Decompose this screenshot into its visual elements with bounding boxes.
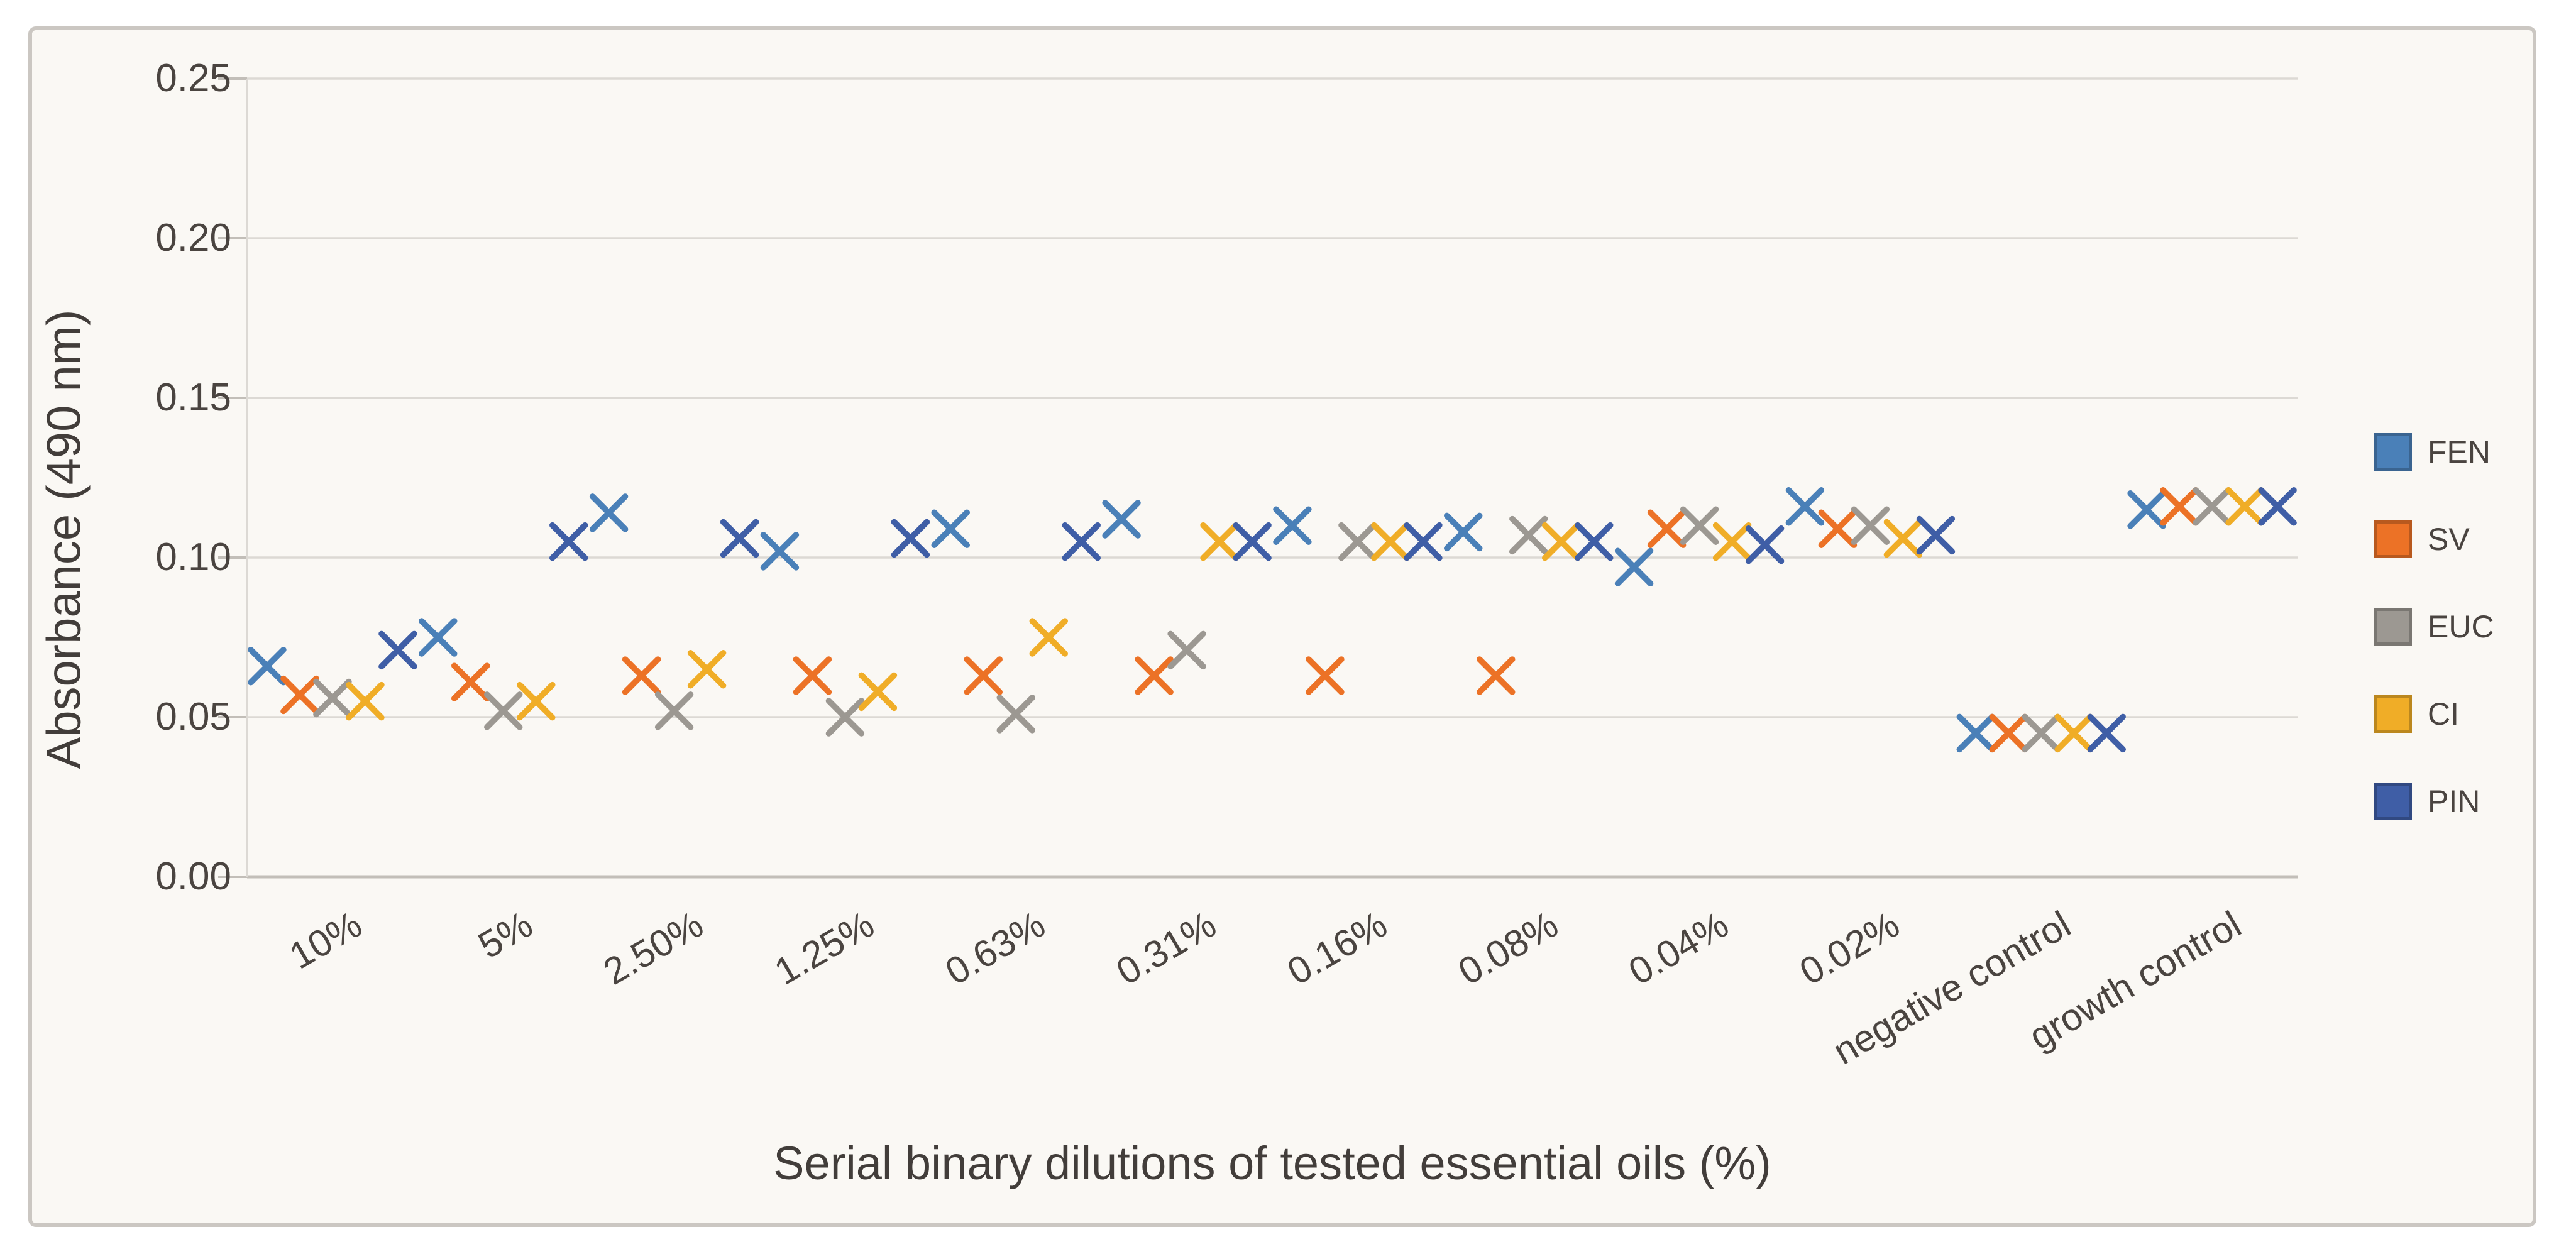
marker-FEN — [931, 509, 970, 549]
y-tick-label: 0.15 — [155, 376, 231, 419]
marker-EUC — [996, 695, 1035, 734]
marker-SV — [1477, 656, 1516, 695]
marker-SV — [2160, 487, 2199, 526]
marker-SV — [1306, 656, 1345, 695]
marker-PIN — [378, 630, 417, 670]
marker-SV — [1135, 656, 1174, 695]
marker-FEN — [1785, 487, 1825, 526]
y-tick-label: 0.10 — [155, 536, 231, 579]
marker-EUC — [1851, 506, 1890, 545]
marker-EUC — [2193, 487, 2232, 526]
marker-SV — [793, 656, 832, 695]
marker-FEN — [2127, 490, 2166, 529]
marker-CI — [858, 672, 898, 712]
marker-EUC — [484, 691, 523, 730]
marker-CI — [1542, 522, 1581, 561]
marker-EUC — [1680, 506, 1719, 545]
marker-EUC — [2022, 713, 2061, 753]
marker-PIN — [2087, 713, 2126, 753]
marker-CI — [1883, 519, 1923, 558]
marker-FEN — [1614, 547, 1654, 586]
marker-SV — [964, 656, 1003, 695]
marker-FEN — [1273, 506, 1312, 545]
x-axis-title: Serial binary dilutions of tested essent… — [773, 1137, 1771, 1189]
marker-EUC — [1167, 630, 1206, 670]
y-axis-title: Absorbance (490 nm) — [37, 309, 91, 769]
legend-swatch-icon — [2374, 433, 2412, 471]
marker-CI — [1029, 618, 1068, 657]
marker-FEN — [1444, 512, 1483, 552]
marker-CI — [687, 650, 727, 689]
marker-FEN — [419, 618, 458, 657]
marker-SV — [1647, 509, 1687, 549]
marker-SV — [622, 656, 661, 695]
marker-EUC — [654, 691, 694, 730]
legend-swatch-icon — [2374, 695, 2412, 733]
marker-CI — [2225, 487, 2264, 526]
marker-SV — [451, 662, 490, 701]
marker-EUC — [825, 698, 865, 737]
marker-EUC — [1509, 515, 1548, 555]
marker-CI — [517, 681, 556, 721]
legend-label: FEN — [2428, 434, 2491, 470]
legend-label: EUC — [2428, 609, 2494, 644]
marker-PIN — [1916, 515, 1956, 555]
marker-FEN — [1956, 713, 1995, 753]
marker-CI — [1371, 522, 1410, 561]
marker-SV — [280, 675, 319, 715]
marker-FEN — [248, 646, 287, 686]
marker-PIN — [1404, 522, 1443, 561]
marker-PIN — [720, 519, 759, 558]
marker-EUC — [1338, 522, 1377, 561]
marker-PIN — [1233, 522, 1272, 561]
marker-PIN — [891, 519, 930, 558]
y-tick-label: 0.05 — [155, 695, 231, 739]
legend-swatch-icon — [2374, 783, 2412, 820]
legend-label: CI — [2428, 696, 2459, 732]
marker-PIN — [1062, 522, 1101, 561]
marker-CI — [346, 681, 385, 721]
y-tick-label: 0.25 — [155, 57, 231, 100]
legend-label: PIN — [2428, 784, 2480, 819]
marker-PIN — [549, 522, 588, 561]
marker-PIN — [2258, 487, 2297, 526]
marker-SV — [1989, 713, 2028, 753]
legend-swatch-icon — [2374, 520, 2412, 558]
marker-FEN — [1102, 500, 1141, 539]
marker-EUC — [313, 678, 352, 718]
marker-CI — [2054, 713, 2093, 753]
legend-label: SV — [2428, 522, 2470, 557]
marker-CI — [1200, 522, 1239, 561]
legend-swatch-icon — [2374, 608, 2412, 646]
marker-SV — [1818, 509, 1858, 549]
y-tick-label: 0.20 — [155, 216, 231, 260]
marker-FEN — [589, 493, 629, 532]
marker-CI — [1712, 522, 1752, 561]
y-tick-label: 0.00 — [155, 855, 231, 898]
marker-PIN — [1745, 525, 1785, 564]
marker-FEN — [760, 532, 800, 571]
marker-PIN — [1575, 522, 1614, 561]
